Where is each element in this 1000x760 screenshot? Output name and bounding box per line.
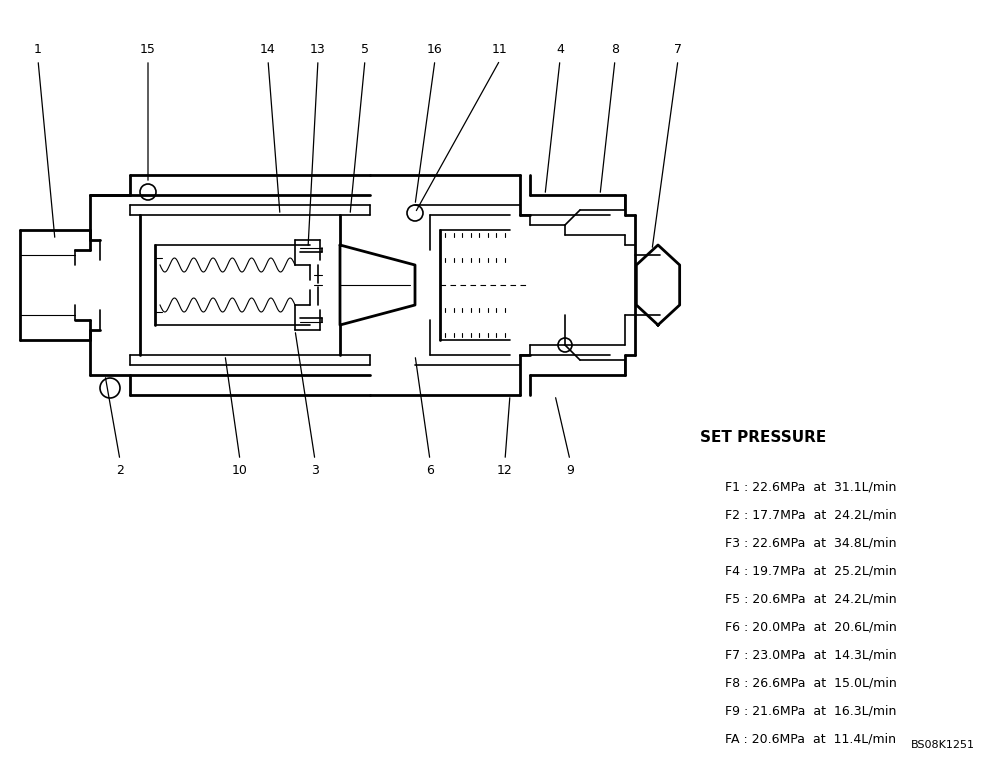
Text: F5 : 20.6MPa  at  24.2L/min: F5 : 20.6MPa at 24.2L/min <box>725 592 897 605</box>
Circle shape <box>558 338 572 352</box>
Text: F7 : 23.0MPa  at  14.3L/min: F7 : 23.0MPa at 14.3L/min <box>725 648 897 661</box>
Text: 5: 5 <box>361 43 369 56</box>
Text: 15: 15 <box>140 43 156 56</box>
Text: 7: 7 <box>674 43 682 56</box>
Text: 8: 8 <box>611 43 619 56</box>
Text: 13: 13 <box>310 43 326 56</box>
Text: F3 : 22.6MPa  at  34.8L/min: F3 : 22.6MPa at 34.8L/min <box>725 536 896 549</box>
Text: FA : 20.6MPa  at  11.4L/min: FA : 20.6MPa at 11.4L/min <box>725 732 896 745</box>
Text: 9: 9 <box>566 464 574 477</box>
Text: F4 : 19.7MPa  at  25.2L/min: F4 : 19.7MPa at 25.2L/min <box>725 564 897 577</box>
Text: 14: 14 <box>260 43 276 56</box>
Text: F9 : 21.6MPa  at  16.3L/min: F9 : 21.6MPa at 16.3L/min <box>725 704 896 717</box>
Text: F8 : 26.6MPa  at  15.0L/min: F8 : 26.6MPa at 15.0L/min <box>725 676 897 689</box>
Text: 3: 3 <box>311 464 319 477</box>
Circle shape <box>407 205 423 221</box>
Text: 6: 6 <box>426 464 434 477</box>
Text: 4: 4 <box>556 43 564 56</box>
Text: F6 : 20.0MPa  at  20.6L/min: F6 : 20.0MPa at 20.6L/min <box>725 620 897 633</box>
Circle shape <box>100 378 120 398</box>
Text: F2 : 17.7MPa  at  24.2L/min: F2 : 17.7MPa at 24.2L/min <box>725 508 897 521</box>
Text: BS08K1251: BS08K1251 <box>911 740 975 750</box>
Text: 2: 2 <box>116 464 124 477</box>
Circle shape <box>140 184 156 200</box>
Text: 10: 10 <box>232 464 248 477</box>
Text: 12: 12 <box>497 464 513 477</box>
Text: 11: 11 <box>492 43 508 56</box>
Text: SET PRESSURE: SET PRESSURE <box>700 430 826 445</box>
Text: 1: 1 <box>34 43 42 56</box>
Text: F1 : 22.6MPa  at  31.1L/min: F1 : 22.6MPa at 31.1L/min <box>725 480 896 493</box>
Text: 16: 16 <box>427 43 443 56</box>
